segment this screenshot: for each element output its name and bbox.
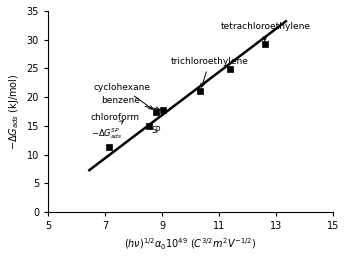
Text: $-\Delta G_{ads}^{SP}$: $-\Delta G_{ads}^{SP}$ xyxy=(91,121,123,141)
Text: tetrachloroethylene: tetrachloroethylene xyxy=(220,22,310,40)
Text: chloroform: chloroform xyxy=(91,113,140,122)
Text: trichloroethylene: trichloroethylene xyxy=(171,57,248,87)
Text: cyclohexane: cyclohexane xyxy=(94,83,153,109)
Text: SP: SP xyxy=(152,126,161,135)
X-axis label: $(h\nu)^{1/2}\alpha_0 10^{49}$ $(C^{3/2}m^2V^{-1/2})$: $(h\nu)^{1/2}\alpha_0 10^{49}$ $(C^{3/2}… xyxy=(124,237,256,252)
Text: benzene: benzene xyxy=(101,96,160,111)
Y-axis label: $-\Delta G_{ads}$ (kJ/mol): $-\Delta G_{ads}$ (kJ/mol) xyxy=(7,73,21,150)
